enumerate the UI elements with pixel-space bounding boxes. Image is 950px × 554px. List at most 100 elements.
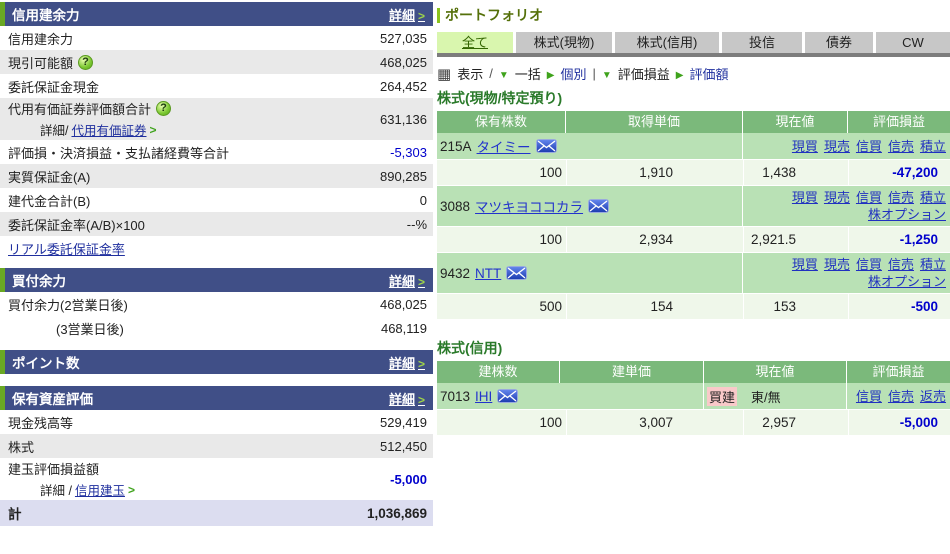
long-position-badge: 買建 [707, 386, 738, 406]
section-header-points: ポイント数 詳細 [0, 350, 433, 374]
tab-funds[interactable]: 投信 [722, 32, 802, 53]
triangle-right-icon [547, 66, 555, 81]
tab-stock-margin[interactable]: 株式(信用) [615, 32, 719, 53]
row-position-pl: 建玉評価損益額 詳細 / 信用建玉 -5,000 [0, 458, 433, 500]
help-icon[interactable] [78, 54, 94, 70]
row-label: 株式 [8, 439, 35, 455]
trade-links: 現買 現売 信買 信売 積立 [743, 138, 950, 155]
realtime-margin-ratio-link[interactable]: リアル委託保証金率 [8, 241, 125, 257]
spot-section-title: 株式(現物/特定預り) [437, 90, 563, 106]
trade-link-margin-buy[interactable]: 信買 [855, 257, 882, 272]
trade-link-cash-sell[interactable]: 現売 [823, 257, 850, 272]
section-title: ポイント数 [12, 356, 80, 371]
stock-value-row: 100 3,007 2,957 -5,000 [437, 410, 950, 436]
help-icon[interactable] [156, 101, 172, 116]
trade-link-repay-sell[interactable]: 返売 [919, 388, 946, 404]
row-buying-power-2d: 買付余力(2営業日後) 468,025 [0, 292, 433, 316]
triangle-right-icon [676, 66, 684, 81]
individual-mode-link[interactable]: 個別 [560, 67, 587, 82]
row-label: 買付余力(2営業日後) [8, 297, 128, 313]
detail-link[interactable]: 詳細 [389, 353, 425, 372]
section-title: 買付余力 [12, 274, 66, 289]
detail-link-label[interactable]: 詳細 [388, 273, 415, 289]
row-buying-power-3d: (3営業日後) 468,119 [0, 316, 433, 340]
mail-icon[interactable] [588, 199, 610, 213]
trade-link-margin-buy[interactable]: 信買 [855, 388, 882, 404]
trade-link-margin-sell[interactable]: 信売 [887, 388, 914, 404]
col-header: 評価損益 [872, 364, 925, 379]
detail-link-label[interactable]: 詳細 [388, 7, 415, 23]
stock-name-link[interactable]: IHI [475, 388, 493, 404]
row-substitute-securities: 代用有価証券評価額合計 詳細/ 代用有価証券 631,136 [0, 98, 433, 140]
trade-link-stock-option[interactable]: 株オプション [867, 207, 946, 222]
stock-name-link[interactable]: タイミー [476, 140, 531, 155]
total-value: 1,036,869 [366, 505, 427, 521]
pl-value: -5,000 [899, 415, 938, 430]
detail-link-label[interactable]: 詳細 [388, 355, 415, 371]
trade-link-accumulate[interactable]: 積立 [919, 190, 946, 205]
col-header: 建単価 [560, 361, 704, 383]
row-value: 512,450 [380, 438, 427, 454]
stock-code: 215A [440, 138, 472, 154]
row-label: 実質保証金(A) [8, 169, 91, 185]
chevron-right-icon [128, 483, 135, 497]
mail-icon[interactable] [497, 389, 519, 403]
trade-link-cash-sell[interactable]: 現売 [823, 138, 850, 154]
detail-link[interactable]: 詳細 [389, 271, 425, 290]
stock-name-row: 3088 マツキヨココカラ 現買 現売 信買 信売 積立 株オプション [437, 186, 950, 227]
row-value: 264,452 [380, 78, 427, 94]
detail-link[interactable]: 詳細 [389, 5, 425, 24]
qty-value: 100 [437, 160, 567, 185]
row-total: 計 1,036,869 [0, 500, 433, 526]
stock-name-link[interactable]: NTT [475, 265, 502, 281]
margin-positions-link[interactable]: 信用建玉 [74, 484, 125, 498]
sub-prefix: 詳細/ [40, 124, 69, 138]
valuation-mode-link[interactable]: 評価額 [689, 67, 729, 82]
green-bar-icon [437, 7, 440, 23]
mail-icon[interactable] [535, 139, 557, 153]
table-grid-icon [437, 65, 451, 83]
qty-value: 500 [437, 294, 567, 319]
trade-link-cash-buy[interactable]: 現買 [791, 257, 818, 272]
trade-link-cash-sell[interactable]: 現売 [823, 190, 850, 205]
stock-value-row: 100 2,934 2,921.5 -1,250 [437, 227, 950, 253]
trade-link-margin-sell[interactable]: 信売 [887, 257, 914, 272]
row-label: 代用有価証券評価額合計 [8, 102, 152, 117]
mail-icon[interactable] [506, 266, 528, 280]
row-value: -5,303 [390, 144, 427, 160]
trade-link-accumulate[interactable]: 積立 [919, 257, 946, 272]
stock-name-cell: 215A タイミー [437, 133, 743, 159]
col-header: 現在値 [704, 361, 847, 383]
row-real-margin: 実質保証金(A) 890,285 [0, 164, 433, 188]
row-value: 529,419 [380, 414, 427, 430]
price-value: 2,921.5 [744, 227, 849, 252]
trade-link-accumulate[interactable]: 積立 [919, 138, 946, 154]
row-value: 468,025 [380, 296, 427, 312]
price-value: 1,438 [744, 160, 849, 185]
total-label: 計 [8, 507, 22, 522]
trade-link-cash-buy[interactable]: 現買 [791, 190, 818, 205]
detail-link[interactable]: 詳細 [389, 389, 425, 408]
tab-bonds[interactable]: 債券 [805, 32, 873, 53]
stock-name-link[interactable]: マツキヨココカラ [475, 200, 584, 215]
row-label: 現引可能額 [8, 55, 74, 71]
tab-stock-spot[interactable]: 株式(現物) [516, 32, 612, 53]
tab-cw[interactable]: CW [876, 32, 950, 53]
tab-all[interactable]: 全て [437, 32, 513, 53]
row-cash-delivery: 現引可能額 468,025 [0, 50, 433, 74]
trade-link-margin-buy[interactable]: 信買 [855, 190, 882, 205]
row-value: -5,000 [390, 471, 427, 487]
trade-link-margin-sell[interactable]: 信売 [887, 190, 914, 205]
margin-table-header: 建株数 建単価 現在値 評価損益 [437, 361, 950, 383]
row-margin-ratio: 委託保証金率(A/B)×100 --% [0, 212, 433, 236]
detail-link-label[interactable]: 詳細 [388, 391, 415, 407]
trade-link-stock-option[interactable]: 株オプション [867, 274, 946, 289]
section-header-buying-power: 買付余力 詳細 [0, 268, 433, 292]
chevron-right-icon [150, 123, 157, 137]
substitute-securities-link[interactable]: 代用有価証券 [71, 124, 147, 138]
trade-link-margin-sell[interactable]: 信売 [887, 138, 914, 154]
cost-value: 3,007 [567, 410, 744, 435]
margin-section-title: 株式(信用) [437, 340, 503, 356]
trade-link-margin-buy[interactable]: 信買 [855, 138, 882, 154]
trade-link-cash-buy[interactable]: 現買 [791, 138, 818, 154]
